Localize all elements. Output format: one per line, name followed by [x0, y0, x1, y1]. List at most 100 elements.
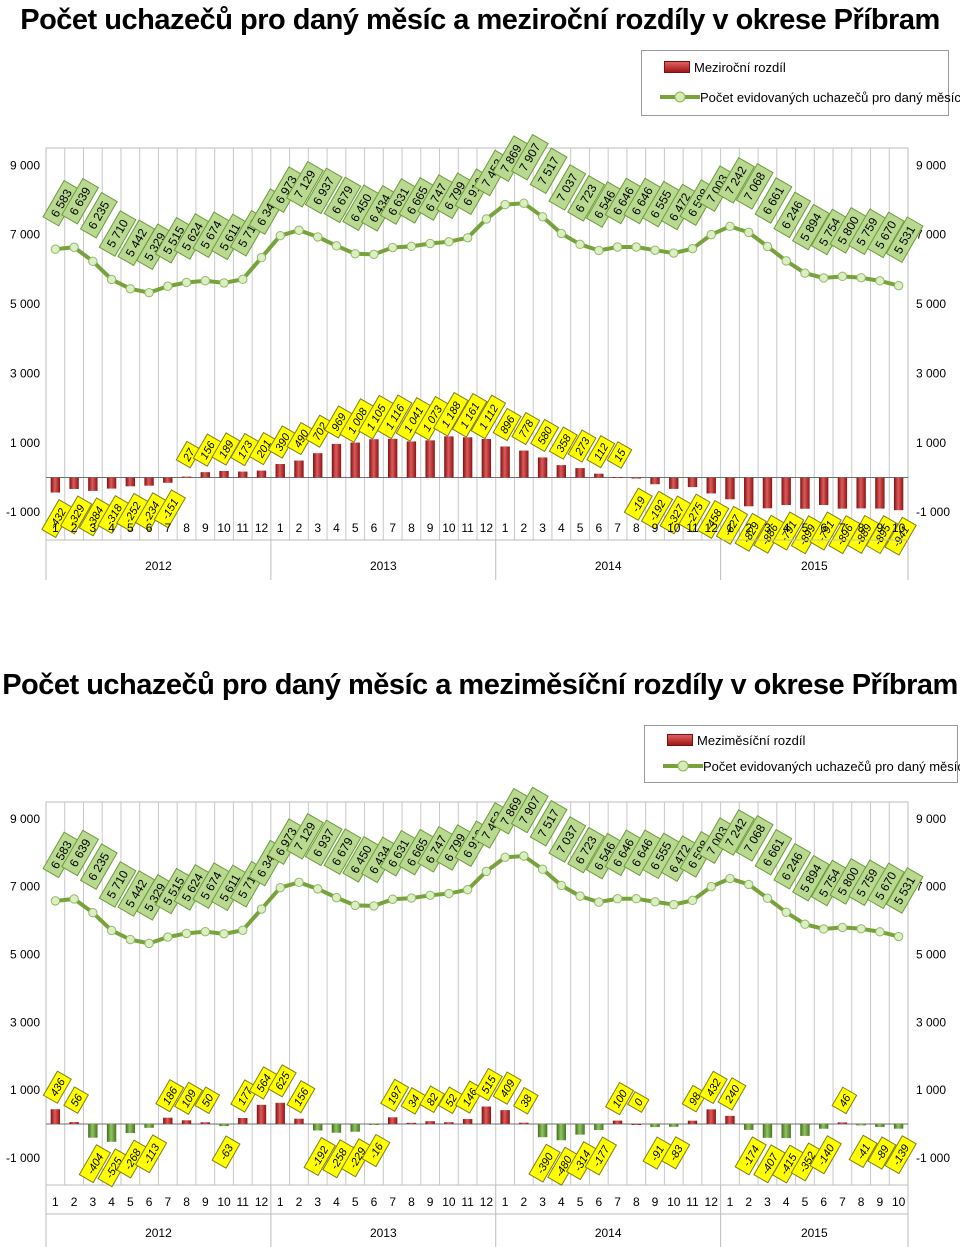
- chart-yearly: Počet uchazečů pro daný měsíc a meziročn…: [0, 0, 960, 600]
- x-year-label: 2015: [801, 1226, 828, 1240]
- line-point: [781, 256, 791, 266]
- x-tick-label: 5: [802, 521, 809, 535]
- bar: [725, 1115, 735, 1124]
- x-tick-label: 8: [183, 521, 190, 535]
- x-tick-label: 2: [296, 521, 303, 535]
- x-tick-label: 3: [539, 521, 546, 535]
- x-tick-label: 5: [352, 1195, 359, 1209]
- bar: [313, 453, 323, 478]
- x-tick-label: 4: [333, 1195, 340, 1209]
- x-year-label: 2013: [370, 1226, 397, 1240]
- bar: [631, 1123, 641, 1125]
- bar: [256, 470, 267, 478]
- line-point: [144, 938, 154, 949]
- line-point: [125, 284, 136, 294]
- bar: [481, 438, 492, 478]
- line-point: [687, 243, 698, 254]
- chart-plot-area: -1 000 -1 000 1 000 1 000 3 000 3 000 5 000 5 0…: [6, 133, 950, 580]
- y-tick-label-right: 5 000: [916, 948, 946, 962]
- x-tick-label: 10: [442, 1195, 456, 1209]
- x-tick-label: 11: [686, 1195, 699, 1209]
- bar: [800, 477, 810, 509]
- chart-monthly: Počet uchazečů pro daný měsíc a meziměsí…: [0, 665, 960, 1247]
- bar: [537, 457, 548, 478]
- series-line: [55, 201, 900, 295]
- bar-data-label: 201: [248, 431, 279, 466]
- line-point: [406, 893, 417, 903]
- x-tick-label: 8: [408, 1195, 415, 1209]
- bar-data-label: 490: [286, 421, 316, 456]
- bar: [200, 1122, 210, 1124]
- x-tick-label: 4: [558, 521, 565, 535]
- x-year-label: 2012: [145, 1226, 172, 1240]
- line-point: [163, 932, 173, 942]
- line-point: [181, 928, 192, 939]
- bar-data-label: 46: [831, 1086, 858, 1115]
- bar: [444, 436, 454, 478]
- line-point: [425, 238, 435, 249]
- line-point: [144, 287, 154, 298]
- x-year-label: 2012: [145, 559, 172, 573]
- line-point: [575, 239, 585, 250]
- x-tick-label: 2: [521, 1195, 528, 1209]
- line-point: [725, 221, 735, 232]
- line-point: [69, 242, 79, 252]
- svg-text:82: 82: [425, 1091, 442, 1108]
- legend-label: Počet evidovaných uchazečů pro daný měsí…: [700, 89, 960, 105]
- bar: [500, 1110, 510, 1124]
- line-point: [594, 245, 604, 256]
- x-tick-label: 8: [183, 1195, 190, 1209]
- bar: [163, 1117, 173, 1124]
- x-tick-label: 12: [480, 521, 494, 535]
- y-tick-label-right: 7 000: [916, 228, 946, 242]
- bar: [462, 1119, 473, 1124]
- line-point: [219, 929, 229, 939]
- line-point: [69, 894, 79, 904]
- bar: [725, 477, 735, 500]
- line-point: [275, 882, 285, 893]
- bar-data-label: -19: [623, 487, 653, 521]
- x-year-label: 2014: [595, 1226, 622, 1240]
- y-tick-label-left: -1 000: [6, 505, 40, 519]
- x-tick-label: 3: [90, 521, 97, 535]
- bar: [294, 460, 304, 478]
- bar: [69, 477, 79, 489]
- x-tick-label: 4: [108, 1195, 115, 1209]
- line-point: [406, 241, 417, 252]
- bar-data-label: 409: [492, 1071, 522, 1105]
- y-tick-label-right: -1 000: [916, 505, 950, 519]
- line-point: [313, 884, 323, 894]
- bar: [462, 437, 473, 478]
- bar-data-label: 189: [211, 432, 241, 466]
- chart-title: Počet uchazečů pro daný měsíc a meziročn…: [20, 4, 940, 36]
- bar-data-label: 34: [400, 1086, 427, 1115]
- x-tick-label: 2: [71, 521, 78, 535]
- x-tick-label: 11: [686, 521, 699, 535]
- x-tick-label: 11: [237, 1195, 250, 1209]
- bar: [350, 1123, 360, 1132]
- x-tick-label: 9: [427, 1195, 434, 1209]
- bar: [144, 1123, 154, 1128]
- line-point: [800, 919, 810, 929]
- bar: [706, 477, 716, 494]
- line-point: [331, 892, 342, 903]
- line-point: [444, 888, 454, 899]
- line-point: [462, 885, 473, 895]
- x-tick-label: 1: [277, 521, 284, 535]
- x-tick-label: 7: [164, 521, 171, 535]
- bar: [425, 1121, 435, 1124]
- line-point: [650, 245, 660, 255]
- bar-data-label: 156: [286, 1079, 316, 1114]
- line-point: [238, 274, 248, 284]
- x-tick-label: 6: [595, 521, 602, 535]
- bar-data-label: 56: [63, 1086, 90, 1114]
- bar-data-label: -192: [640, 490, 674, 530]
- x-year-label: 2014: [595, 559, 622, 573]
- bar: [669, 477, 679, 489]
- bar: [500, 446, 510, 478]
- bar: [369, 1123, 379, 1125]
- bar: [837, 477, 848, 509]
- x-tick-label: 11: [461, 521, 474, 535]
- line-point: [818, 273, 829, 283]
- bar: [294, 1118, 304, 1124]
